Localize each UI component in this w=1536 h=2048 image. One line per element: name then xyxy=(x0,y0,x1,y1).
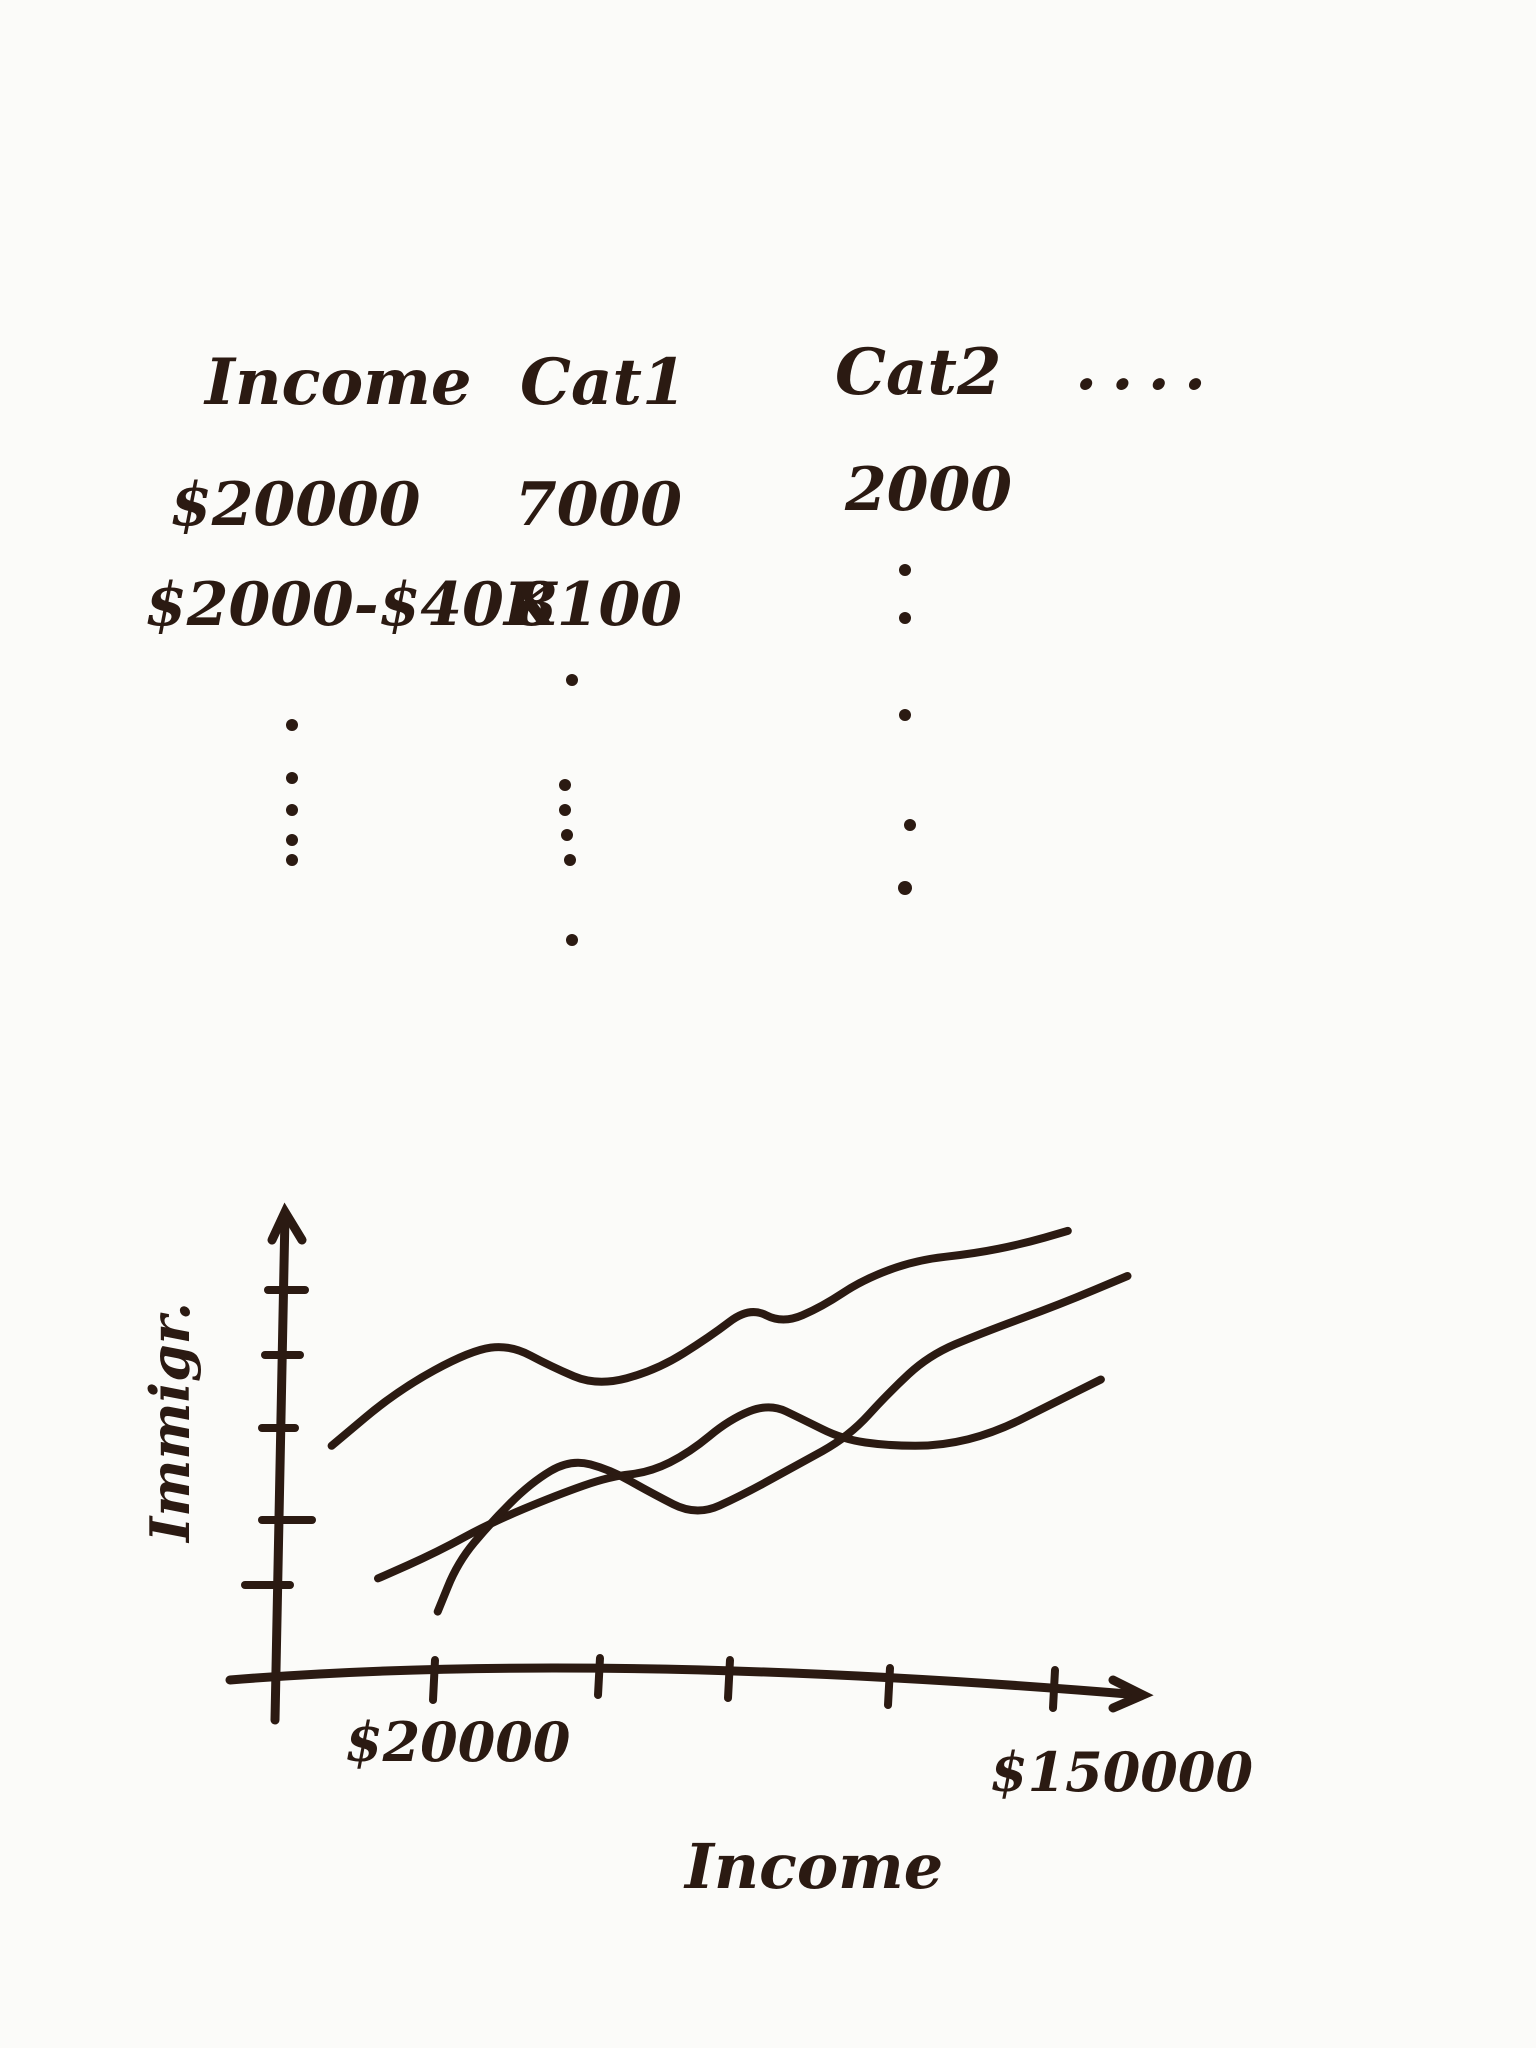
ellipsis-dots xyxy=(286,564,916,946)
x-tick-label-start: $20000 xyxy=(345,1710,571,1774)
x-tick-5 xyxy=(1049,1666,1059,1712)
x-axis-line xyxy=(225,1663,1145,1700)
y-axis-label: Immigr. xyxy=(138,1301,203,1543)
x-axis-arrow xyxy=(1108,1675,1154,1713)
y-axis-line xyxy=(270,1210,290,1725)
series-line-1 xyxy=(327,1226,1072,1450)
table-cell-income-row2: $2000-$40K xyxy=(145,570,557,640)
table-cell-cat1-row1: 7000 xyxy=(515,470,682,540)
series-line-2 xyxy=(374,1375,1105,1583)
table-header-cat2: Cat2 xyxy=(835,335,1002,410)
x-tick-label-end: $150000 xyxy=(990,1740,1254,1804)
table-header-more: .... xyxy=(1075,330,1221,405)
series-line-3 xyxy=(433,1272,1132,1616)
table-cell-income-row1: $20000 xyxy=(170,470,421,540)
x-tick-2 xyxy=(594,1654,604,1699)
table-header-income: Income xyxy=(205,345,472,420)
table-cell-cat2-row1: 2000 xyxy=(845,455,1012,525)
x-axis-label: Income xyxy=(685,1830,944,1903)
table-header-cat1: Cat1 xyxy=(520,345,687,420)
y-axis-arrow xyxy=(267,1202,307,1245)
x-tick-4 xyxy=(884,1664,894,1709)
x-tick-3 xyxy=(724,1656,734,1702)
table-cell-cat1-row2: 8100 xyxy=(515,570,682,640)
x-tick-1 xyxy=(429,1656,439,1704)
